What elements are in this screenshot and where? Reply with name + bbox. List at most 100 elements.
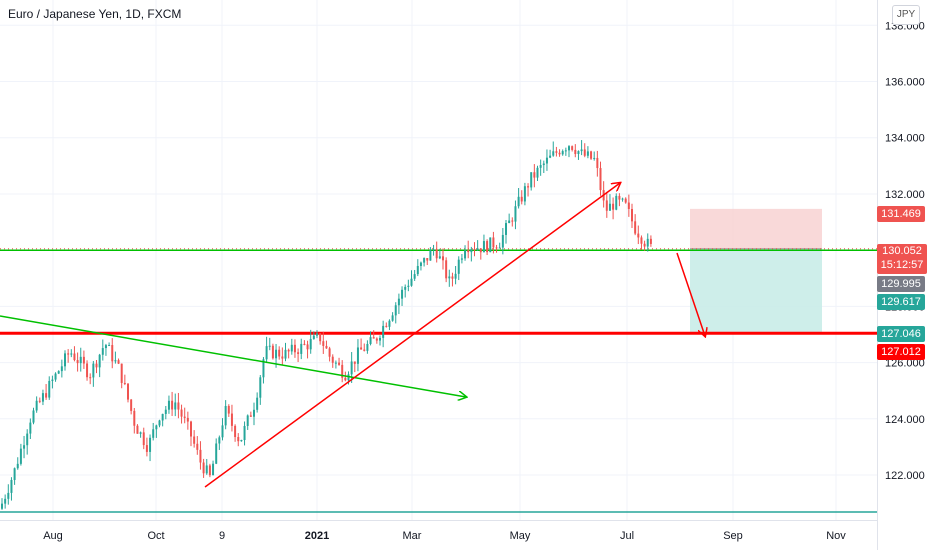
candle-body: [38, 400, 41, 402]
candle-body: [180, 409, 183, 417]
candle-body: [136, 425, 139, 434]
candle-body: [501, 234, 504, 248]
candle-body: [212, 463, 215, 476]
candle-body: [32, 410, 35, 423]
candle-body: [287, 349, 290, 352]
candle-body: [183, 416, 186, 418]
candle-body: [350, 361, 353, 375]
candle-body: [517, 196, 520, 207]
candle-body: [89, 377, 92, 379]
price-tick-label: 136.000: [885, 77, 925, 89]
candle-body: [391, 315, 394, 321]
candle-body: [152, 429, 155, 438]
candle-body: [142, 432, 145, 446]
candle-body: [571, 146, 574, 150]
candle-body: [583, 149, 586, 156]
candle-body: [410, 278, 413, 286]
level-label-1: 129.995: [877, 276, 925, 292]
candle-body: [265, 346, 268, 360]
candle-body: [167, 400, 170, 410]
candle-body: [224, 405, 227, 426]
candle-body: [448, 276, 451, 279]
candle-body: [130, 399, 133, 411]
candle-body: [60, 366, 63, 372]
price-tick-label: 134.000: [885, 133, 925, 145]
time-tick-label: Nov: [826, 530, 846, 542]
candle-body: [208, 465, 211, 476]
price-tick-label: 138.000: [885, 20, 925, 32]
candle-body: [624, 198, 627, 203]
candle-body: [479, 248, 482, 253]
candle-body: [580, 149, 583, 152]
candle-body: [4, 498, 7, 504]
candle-body: [366, 343, 369, 351]
candle-body: [612, 203, 615, 210]
candle-body: [404, 286, 407, 290]
candle-body: [514, 206, 517, 222]
candle-body: [476, 248, 479, 250]
candle-body: [123, 382, 126, 384]
candle-body: [341, 364, 344, 378]
candle-body: [230, 413, 233, 426]
countdown-value: 15:12:57: [880, 259, 924, 271]
candle-body: [246, 415, 249, 426]
candle-body: [388, 320, 391, 327]
candle-body: [127, 383, 129, 400]
candle-body: [164, 409, 167, 414]
candle-body: [464, 250, 467, 259]
candle-body: [95, 363, 98, 368]
candle-body: [552, 151, 555, 156]
candle-body: [382, 325, 385, 338]
candle-body: [51, 379, 54, 381]
candle-body: [309, 338, 312, 350]
candle-body: [498, 247, 501, 249]
candle-body: [259, 377, 262, 398]
candle-body: [549, 155, 552, 158]
level-label-4: 127.012: [877, 344, 925, 360]
candle-body: [369, 337, 372, 344]
candle-body: [202, 462, 205, 474]
currency-button[interactable]: JPY: [892, 5, 920, 25]
candle-body: [243, 425, 246, 441]
red-target-arrow: [676, 252, 705, 336]
price-tick-label: 124.000: [885, 414, 925, 426]
candle-body: [596, 157, 599, 169]
time-tick-label: 9: [219, 530, 225, 542]
candle-body: [590, 151, 593, 159]
candle-body: [331, 356, 334, 363]
candle-body: [29, 422, 32, 434]
level-label-3: 127.046: [877, 326, 925, 342]
candle-body: [593, 157, 596, 159]
candle-body: [385, 325, 388, 327]
chart-title: Euro / Japanese Yen, 1D, FXCM: [8, 7, 182, 21]
candle-body: [114, 360, 117, 362]
candle-body: [634, 221, 637, 234]
candle-body: [196, 443, 199, 450]
candle-body: [363, 349, 366, 351]
candle-body: [344, 377, 347, 381]
candle-body: [413, 274, 416, 279]
candle-body: [26, 433, 29, 446]
candle-body: [290, 344, 293, 352]
candle-body: [133, 410, 136, 426]
candle-body: [120, 363, 123, 383]
red-trend-arrow: [204, 183, 620, 488]
green-trend-arrow: [0, 315, 466, 397]
candle-body: [539, 165, 542, 168]
candle-body: [375, 338, 378, 341]
price-tick-label: 132.000: [885, 189, 925, 201]
candle-body: [435, 249, 438, 259]
time-tick-label: Jul: [620, 530, 634, 542]
candle-body: [205, 465, 208, 474]
candle-body: [23, 445, 26, 449]
candle-body: [193, 436, 196, 444]
candle-body: [460, 258, 463, 260]
current-price-label: 130.052 15:12:57: [877, 244, 927, 274]
candle-body: [108, 345, 111, 347]
candle-body: [218, 437, 221, 444]
candle-body: [155, 425, 158, 430]
candle-body: [426, 258, 429, 261]
candle-body: [98, 354, 101, 368]
candle-body: [423, 258, 426, 263]
